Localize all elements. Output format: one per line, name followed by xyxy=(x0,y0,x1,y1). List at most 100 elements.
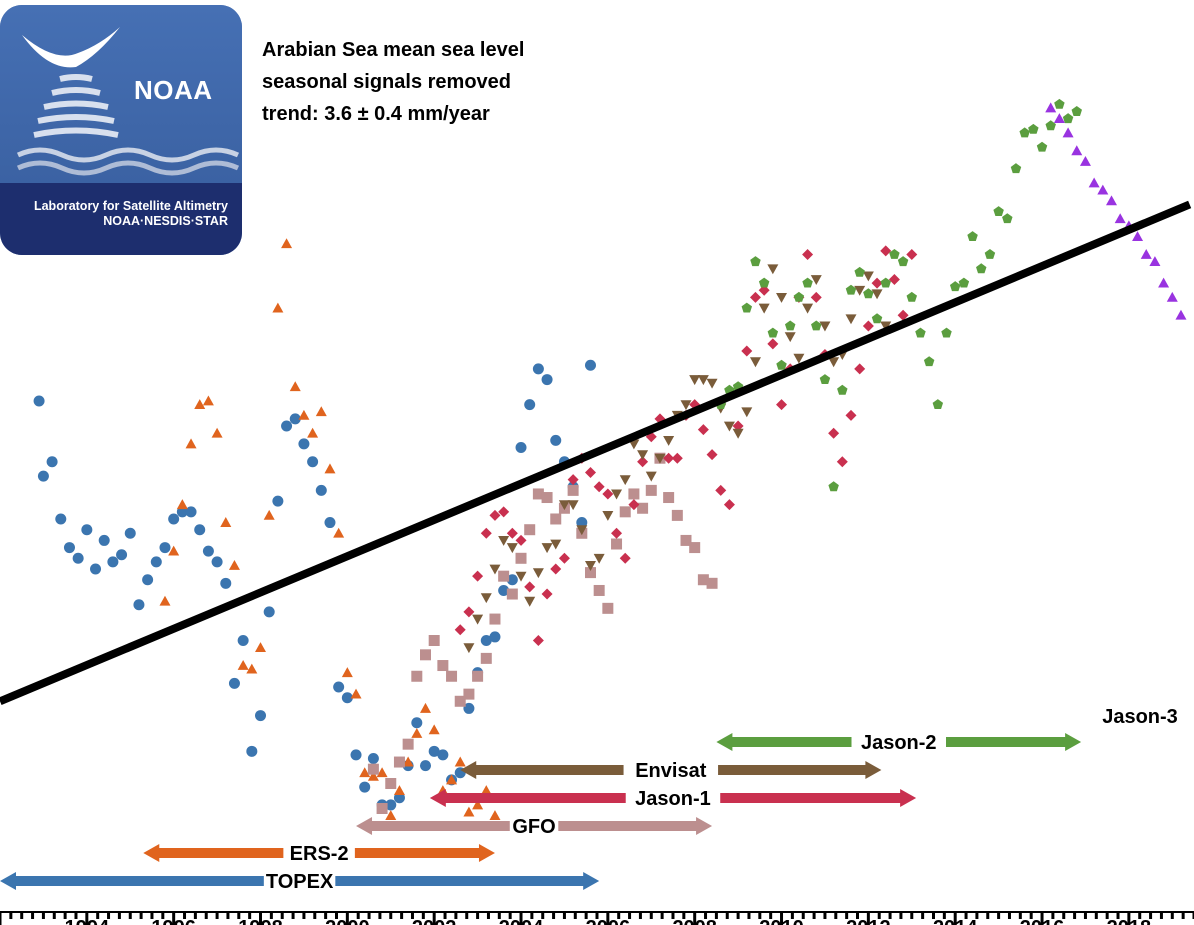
jason-3-point xyxy=(1106,195,1118,206)
jason-1-point xyxy=(584,467,596,479)
ers-2-mission-arrow-right xyxy=(354,844,495,862)
logo-wordmark: NOAA xyxy=(134,75,213,105)
x-tick-label: 2012 xyxy=(846,917,891,925)
jason-1-point xyxy=(454,624,466,636)
envisat-point xyxy=(541,543,553,554)
jason-2-point xyxy=(828,481,839,492)
ers-2-point xyxy=(176,499,188,510)
gfo-point xyxy=(411,670,423,682)
topex-point xyxy=(385,799,397,811)
envisat-point xyxy=(810,275,822,285)
jason-3-point xyxy=(1088,177,1100,188)
topex-point xyxy=(428,745,440,757)
topex-point xyxy=(107,556,119,568)
jason-2-point xyxy=(811,320,822,331)
jason-3-point xyxy=(1166,291,1178,302)
topex-point xyxy=(419,760,431,772)
logo-lab-name: Laboratory for Satellite Altimetry NOAA·… xyxy=(34,199,228,229)
topex-point xyxy=(98,534,110,546)
ers-2-point xyxy=(202,395,214,406)
envisat-point xyxy=(689,375,701,386)
topex-point xyxy=(211,556,223,568)
jason-2-point xyxy=(984,248,996,259)
x-tick-label: 1996 xyxy=(151,917,196,925)
jason-1-point xyxy=(524,581,536,593)
jason-2-point xyxy=(1054,98,1065,109)
gfo-point xyxy=(515,552,527,564)
gfo-point xyxy=(567,484,579,496)
jason-2-point xyxy=(1028,123,1039,134)
topex-point xyxy=(246,745,258,757)
topex-point xyxy=(133,599,145,611)
topex-point xyxy=(307,456,319,468)
jason-2-point xyxy=(1010,163,1022,174)
jason-1-point xyxy=(715,484,727,496)
ers-2-point xyxy=(263,509,275,520)
jason-2-point xyxy=(1071,105,1083,116)
jason-1-point xyxy=(897,309,909,321)
x-tick-label: 2016 xyxy=(1020,917,1065,925)
gfo-point xyxy=(376,803,388,815)
jason-1-point xyxy=(498,506,510,518)
jason-2-point xyxy=(889,248,900,259)
gfo-point xyxy=(385,777,397,789)
jason-2-point xyxy=(967,231,978,242)
topex-point xyxy=(159,542,171,554)
ers-2-point xyxy=(168,545,180,556)
jason-1-point xyxy=(628,499,640,511)
envisat-point xyxy=(619,475,631,486)
topex-point xyxy=(584,359,596,371)
trend-line xyxy=(0,200,1192,705)
ers-2-point xyxy=(428,724,440,735)
gfo-point xyxy=(480,652,492,664)
ers-2-point xyxy=(281,238,293,249)
topex-point xyxy=(324,517,336,529)
jason-1-point xyxy=(550,563,562,575)
topex-point xyxy=(116,549,128,561)
jason-2-point xyxy=(784,320,796,331)
topex-point xyxy=(341,692,353,704)
topex-point xyxy=(228,677,240,689)
topex-point xyxy=(498,584,510,596)
x-tick-label: 2000 xyxy=(325,917,370,925)
ers-2-point xyxy=(324,463,336,474)
x-tick-label: 2008 xyxy=(672,917,717,925)
envisat-point xyxy=(472,614,484,625)
jason-2-point xyxy=(958,277,970,288)
jason-1-point xyxy=(802,248,814,260)
gfo-point xyxy=(697,574,709,586)
envisat-point xyxy=(793,353,805,364)
gfo-point xyxy=(472,670,484,682)
envisat-point xyxy=(558,500,570,511)
jason-1-point xyxy=(515,534,527,546)
noaa-bird-waves-icon xyxy=(16,27,240,176)
envisat-point xyxy=(567,500,579,511)
topex-point xyxy=(289,413,301,425)
jason-2-point xyxy=(845,284,857,295)
jason-2-mission-arrow-right xyxy=(946,733,1082,751)
gfo-point xyxy=(680,534,692,546)
envisat-point xyxy=(498,536,510,546)
gfo-point xyxy=(619,506,631,518)
ers-2-point xyxy=(463,806,475,817)
envisat-point xyxy=(802,303,814,314)
ers-2-point xyxy=(237,660,249,670)
envisat-point xyxy=(524,596,536,607)
ers-2-point xyxy=(333,527,345,538)
jason-2-point xyxy=(915,327,926,338)
jason-1-mission-arrow-left xyxy=(429,789,626,807)
jason-1-point xyxy=(706,449,718,461)
jason-1-point xyxy=(828,427,840,439)
topex-point xyxy=(194,524,206,536)
envisat-point xyxy=(584,561,596,571)
ers-2-point xyxy=(272,302,284,313)
x-tick-label: 2006 xyxy=(586,917,631,925)
jason-2-point xyxy=(949,281,961,292)
envisat-point xyxy=(776,292,788,303)
envisat-point xyxy=(637,450,649,461)
gfo-point xyxy=(437,660,449,672)
jason-1-point xyxy=(567,474,579,486)
topex-point xyxy=(90,563,102,575)
x-tick-label: 1994 xyxy=(65,917,110,925)
